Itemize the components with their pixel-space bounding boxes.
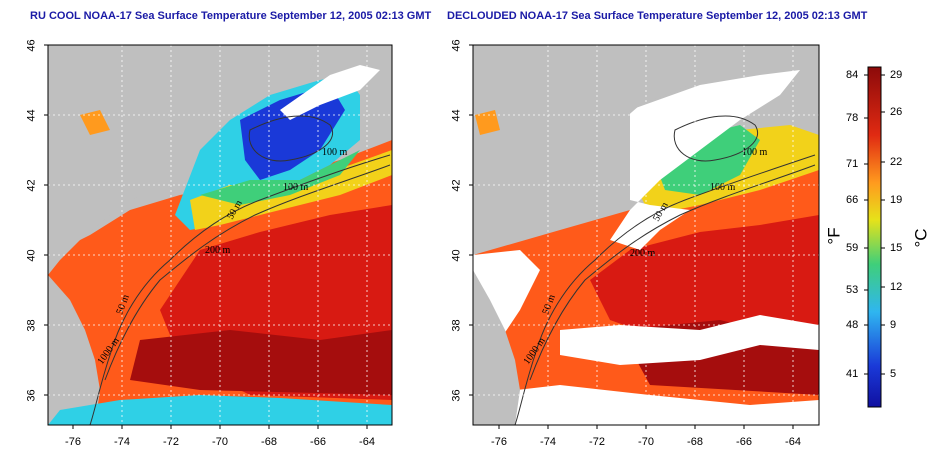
- cloud-mask: [610, 70, 800, 250]
- ocean-green: [200, 150, 360, 205]
- lon-tick-label: -76: [65, 436, 81, 448]
- mainland: [48, 45, 320, 275]
- inland-lake: [80, 110, 110, 135]
- contour-line: [673, 115, 758, 162]
- lat-tick-label: 46: [450, 39, 463, 52]
- lat-tick-label: 40: [25, 249, 38, 262]
- contour-label: 100 m: [710, 182, 736, 193]
- lat-tick-label: 44: [450, 109, 463, 122]
- fahrenheit-unit-label: °F: [824, 227, 844, 245]
- left-map-title: RU COOL NOAA-17 Sea Surface Temperature …: [30, 10, 432, 22]
- ocean-hot: [130, 330, 392, 395]
- coast-cloud: [280, 65, 380, 120]
- lat-tick-label: 36: [25, 389, 38, 402]
- contour-line: [248, 115, 333, 162]
- contour-label: 100 m: [322, 147, 348, 158]
- lat-tick-label: 46: [25, 39, 38, 52]
- colorbar: [867, 66, 882, 408]
- left-sst-map: 100 m 100 m 50 m 200 m 50 m 1000 m: [48, 45, 392, 425]
- contour-line: [514, 154, 816, 425]
- colorbar-fahrenheit-label: 41: [846, 368, 859, 380]
- colorbar-celsius-label: 9: [890, 319, 897, 331]
- colorbar-celsius-label: 5: [890, 368, 897, 380]
- lat-tick-label: 42: [450, 179, 463, 192]
- cloud-mask: [560, 315, 819, 365]
- colorbar-fahrenheit-label: 59: [846, 242, 859, 254]
- right-map-title: DECLOUDED NOAA-17 Sea Surface Temperatur…: [447, 10, 868, 22]
- lon-tick-label: -66: [310, 436, 326, 448]
- colorbar-fahrenheit-label: 84: [846, 69, 859, 81]
- lat-lon-grid: [473, 45, 819, 425]
- lon-tick-label: -70: [212, 436, 228, 448]
- lon-tick-label: -68: [687, 436, 703, 448]
- cloud-mask: [473, 250, 540, 400]
- lat-lon-grid: [48, 45, 392, 425]
- celsius-unit-label: °C: [911, 228, 931, 248]
- colorbar-fahrenheit-label: 66: [846, 194, 859, 206]
- right-sst-map: 100 m 100 m 50 m 200 m 50 m 1000 m: [473, 45, 819, 425]
- lon-tick-label: -64: [359, 436, 375, 448]
- contour-label: 100 m: [283, 182, 309, 193]
- colorbar-celsius-label: 15: [890, 242, 903, 254]
- lon-tick-label: -66: [736, 436, 752, 448]
- lon-tick-label: -70: [638, 436, 654, 448]
- lon-tick-label: -74: [540, 436, 556, 448]
- colorbar-celsius-label: 12: [890, 281, 903, 293]
- lon-tick-label: -68: [261, 436, 277, 448]
- lon-tick-label: -72: [589, 436, 605, 448]
- colorbar-celsius-label: 19: [890, 194, 903, 206]
- lat-tick-label: 40: [450, 249, 463, 262]
- contour-label: 200 m: [630, 248, 656, 259]
- lat-tick-label: 38: [25, 319, 38, 332]
- colorbar-fahrenheit-label: 48: [846, 319, 859, 331]
- lon-tick-label: -64: [785, 436, 801, 448]
- right-axis-ticks: [469, 44, 794, 429]
- contour-label: 100 m: [742, 147, 768, 158]
- colorbar-celsius-label: 22: [890, 156, 903, 168]
- contour-label: 200 m: [205, 245, 231, 256]
- ocean-blue: [240, 85, 345, 180]
- colorbar-fahrenheit-label: 71: [846, 158, 859, 170]
- lat-tick-label: 38: [450, 319, 463, 332]
- contour-line: [89, 154, 391, 425]
- lat-tick-label: 42: [25, 179, 38, 192]
- mainland: [473, 45, 740, 255]
- colorbar-ticks: [864, 74, 885, 375]
- colorbar-celsius-label: 29: [890, 69, 903, 81]
- left-axis-ticks: [44, 44, 368, 429]
- southern-land: [473, 270, 520, 425]
- lat-tick-label: 44: [25, 109, 38, 122]
- ocean-red: [590, 215, 819, 345]
- colorbar-fahrenheit-label: 53: [846, 284, 859, 296]
- lon-tick-label: -72: [163, 436, 179, 448]
- inland-lake: [475, 110, 500, 135]
- lat-tick-label: 36: [450, 389, 463, 402]
- lon-tick-label: -76: [491, 436, 507, 448]
- colorbar-fahrenheit-label: 78: [846, 112, 859, 124]
- southern-land: [48, 275, 100, 425]
- colorbar-celsius-label: 26: [890, 106, 903, 118]
- lon-tick-label: -74: [114, 436, 130, 448]
